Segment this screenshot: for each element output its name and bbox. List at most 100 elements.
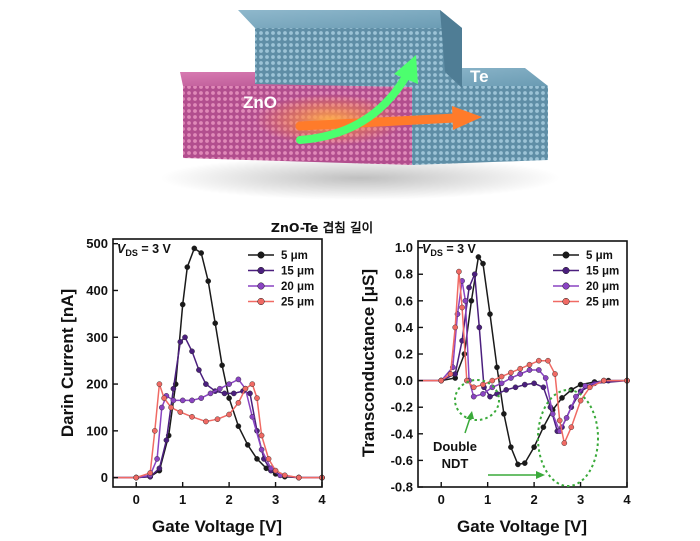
data-point	[249, 413, 256, 420]
data-point	[226, 395, 232, 401]
data-point	[536, 357, 542, 364]
data-point	[226, 411, 232, 418]
data-point	[582, 383, 589, 389]
y-tick-label: 0.4	[395, 320, 414, 335]
data-point	[508, 375, 514, 381]
overlap-length-title: ZnO-Te 겹침 길이	[271, 220, 373, 235]
legend-marker	[562, 297, 570, 306]
data-point	[198, 250, 204, 256]
transconductance-condition: VDS = 3 V	[422, 242, 477, 258]
data-point	[508, 444, 514, 450]
ndt-circle-2	[537, 389, 599, 487]
data-point	[158, 404, 165, 411]
data-point	[226, 381, 232, 387]
series-line-4	[113, 382, 322, 479]
data-point	[151, 427, 158, 434]
data-point	[577, 397, 584, 404]
data-point	[540, 424, 547, 431]
x-tick-label: 1	[179, 492, 186, 507]
data-point	[156, 381, 163, 387]
y-tick-label: 200	[86, 377, 108, 392]
condition-suffix: = 3 V	[138, 242, 172, 256]
data-point	[531, 380, 537, 387]
data-point	[258, 446, 265, 453]
y-tick-label: 400	[86, 283, 108, 298]
orange-arrow-head	[452, 106, 482, 130]
data-point	[459, 304, 465, 311]
te-label: Te	[470, 67, 489, 86]
data-point	[470, 393, 477, 400]
data-point	[549, 411, 556, 417]
data-point	[587, 384, 593, 391]
transconductance-chart: 0 1 2 3 4-0.8-0.6-0.4-0.20.00.20.40.60.81.0 …	[359, 240, 631, 536]
data-point	[254, 456, 260, 462]
data-point	[163, 437, 170, 444]
te-top-front-face	[255, 28, 462, 88]
series-line-2	[113, 336, 322, 479]
data-point	[489, 377, 496, 384]
data-point	[235, 423, 242, 430]
transconductance-plot-frame	[417, 240, 628, 488]
x-tick-label: 2	[225, 492, 232, 507]
te-top-side-face	[440, 10, 462, 88]
data-point	[147, 470, 153, 476]
legend-label: 15 μm	[586, 266, 619, 278]
data-point	[452, 371, 459, 377]
data-point	[522, 460, 528, 466]
x-tick-label: 4	[318, 492, 326, 507]
x-tick-label: 3	[577, 492, 584, 507]
data-point	[182, 334, 188, 341]
data-point	[480, 381, 486, 388]
data-point	[526, 361, 533, 368]
data-point	[573, 393, 579, 400]
legend-marker	[562, 251, 570, 259]
legend-marker	[257, 251, 265, 259]
drain-current-xlabel: Gate Voltage [V]	[152, 517, 282, 536]
ndt-circle-1	[454, 379, 500, 421]
data-point	[438, 377, 445, 384]
data-point	[526, 367, 533, 373]
y-tick-label: -0.4	[391, 426, 414, 441]
legend-marker	[257, 282, 265, 290]
data-point	[515, 461, 521, 468]
data-point	[476, 324, 483, 331]
data-point	[235, 399, 242, 406]
series-line-3	[113, 378, 322, 479]
data-point	[522, 381, 528, 388]
data-point	[191, 245, 198, 252]
drain-current-plot-frame	[112, 238, 323, 488]
data-point	[189, 348, 195, 355]
data-point	[601, 377, 607, 384]
data-point	[552, 371, 558, 377]
data-point	[265, 456, 272, 462]
data-point	[189, 397, 195, 404]
data-point	[503, 387, 510, 393]
data-point	[168, 404, 174, 411]
y-tick-label: 1.0	[395, 240, 413, 255]
data-point	[179, 301, 186, 308]
data-point	[456, 268, 462, 275]
legend-marker	[257, 297, 265, 306]
data-point	[214, 416, 221, 423]
data-point	[545, 357, 551, 364]
data-point	[556, 417, 563, 424]
legend-marker	[257, 266, 265, 275]
data-point	[207, 390, 214, 397]
data-point	[244, 442, 251, 448]
data-point	[184, 264, 191, 270]
data-point	[480, 391, 486, 397]
y-tick-label: 0.8	[395, 267, 413, 282]
series-line-1	[418, 255, 627, 466]
data-point	[156, 465, 163, 472]
legend-label: 5 μm	[281, 250, 308, 262]
ndt-label-line2: NDT	[442, 456, 469, 471]
y-tick-label: 100	[86, 423, 108, 438]
data-point	[205, 278, 211, 284]
x-tick-label: 2	[530, 492, 537, 507]
series-line-4	[418, 271, 627, 446]
drain-current-condition: VDS = 3 V	[117, 242, 172, 258]
data-point	[247, 390, 253, 397]
ndt-arrow-2-head	[536, 471, 545, 479]
data-point	[235, 376, 242, 383]
legend-label: 15 μm	[281, 266, 314, 278]
